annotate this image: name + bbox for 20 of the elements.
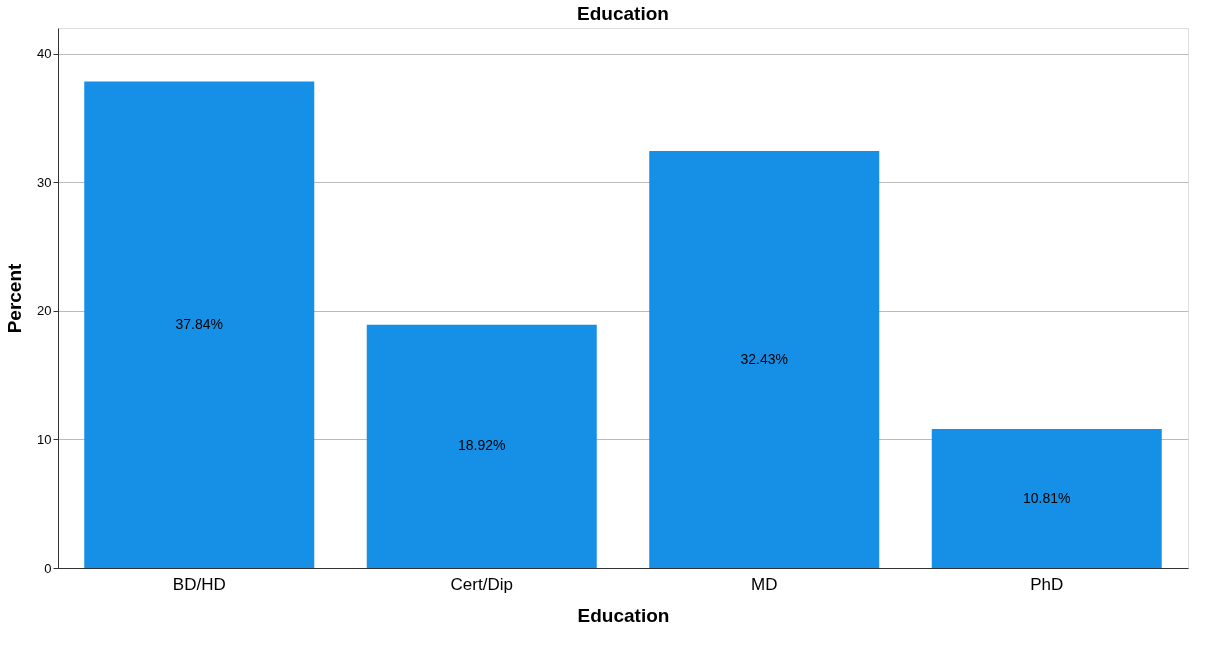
bar bbox=[931, 429, 1162, 568]
bar bbox=[366, 324, 597, 568]
bar bbox=[649, 151, 880, 568]
data-label: 32.43% bbox=[740, 350, 788, 367]
y-tick-label: 40 bbox=[37, 46, 52, 62]
y-tick-label: 0 bbox=[44, 560, 52, 576]
x-tick-label: Cert/Dip bbox=[450, 574, 513, 594]
x-axis-title: Education bbox=[577, 604, 670, 626]
data-label: 37.84% bbox=[175, 315, 223, 332]
x-tick-label: BD/HD bbox=[172, 574, 226, 594]
data-label: 18.92% bbox=[458, 437, 506, 454]
y-tick-label: 20 bbox=[37, 303, 52, 319]
y-tick-label: 30 bbox=[37, 174, 52, 190]
chart-title: Education bbox=[577, 3, 669, 24]
y-axis-title: Percent bbox=[4, 262, 26, 334]
data-label: 10.81% bbox=[1023, 489, 1071, 506]
bar bbox=[84, 81, 315, 568]
x-tick-label: MD bbox=[751, 574, 778, 594]
x-tick-label: PhD bbox=[1030, 574, 1064, 594]
y-tick-label: 10 bbox=[37, 431, 52, 447]
